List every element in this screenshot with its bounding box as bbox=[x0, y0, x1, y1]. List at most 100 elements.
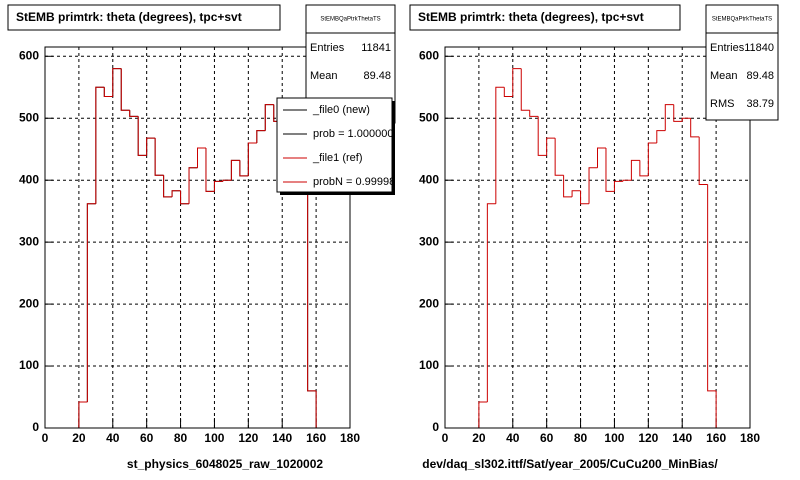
title-box bbox=[7, 4, 281, 31]
y-tick-label: 0 bbox=[32, 420, 39, 434]
plot-frame bbox=[444, 46, 751, 429]
legend-label: _file0 (new) bbox=[312, 104, 370, 116]
stats-label: Entries bbox=[710, 42, 745, 54]
y-tick-label: 600 bbox=[419, 48, 439, 62]
histogram-bin bbox=[605, 147, 615, 192]
title-box bbox=[409, 4, 681, 31]
y-tick-label: 300 bbox=[419, 234, 439, 248]
x-tick-label: 180 bbox=[740, 431, 760, 445]
x-tick-label: 40 bbox=[506, 431, 520, 445]
histogram-bin bbox=[664, 104, 674, 131]
y-tick-label: 500 bbox=[19, 110, 39, 124]
x-tick-label: 120 bbox=[238, 431, 258, 445]
y-tick-label: 100 bbox=[19, 358, 39, 372]
legend-label: prob = 1.000000 bbox=[313, 128, 393, 140]
histogram-bin bbox=[673, 104, 683, 122]
histogram-bin bbox=[78, 401, 88, 428]
legend-label: probN = 0.99998 bbox=[313, 176, 395, 188]
histogram-bin bbox=[597, 147, 606, 168]
x-tick-label: 20 bbox=[472, 431, 486, 445]
histogram-bin bbox=[137, 116, 147, 156]
plot-frame-border bbox=[44, 46, 351, 429]
histogram-bin bbox=[588, 167, 598, 204]
histogram-bin bbox=[529, 110, 539, 117]
x-tick-label: 120 bbox=[638, 431, 658, 445]
stats-box bbox=[705, 4, 779, 121]
x-tick-label: 60 bbox=[540, 431, 554, 445]
histogram-bin bbox=[188, 167, 198, 204]
histogram-bin bbox=[707, 184, 717, 392]
stats-title: StEMBQaPtrkThetaTS bbox=[320, 17, 380, 23]
histogram-bin bbox=[180, 190, 190, 205]
x-tick-label: 100 bbox=[604, 431, 624, 445]
histogram-bin bbox=[580, 190, 590, 205]
x-tick-label: 160 bbox=[306, 431, 326, 445]
histogram-bin bbox=[478, 401, 488, 428]
histogram-bin bbox=[520, 68, 530, 111]
x-tick-label: 140 bbox=[672, 431, 692, 445]
histogram-bin bbox=[154, 138, 164, 176]
x-tick-label: 140 bbox=[272, 431, 292, 445]
histogram-bin bbox=[639, 160, 649, 177]
histogram-bin bbox=[213, 180, 223, 192]
histogram-bin bbox=[690, 118, 700, 138]
histogram-bin bbox=[230, 159, 240, 181]
histogram-bin bbox=[146, 137, 156, 156]
histogram-bin bbox=[307, 184, 317, 392]
x-tick-label: 100 bbox=[204, 431, 224, 445]
x-axis-label: st_physics_6048025_raw_1020002 bbox=[127, 457, 323, 471]
histogram-bin bbox=[546, 137, 556, 156]
histogram-bin bbox=[256, 130, 266, 144]
histogram-bin bbox=[495, 86, 505, 204]
histogram-bin bbox=[554, 138, 564, 176]
histogram-bin bbox=[630, 159, 640, 181]
histogram-bin bbox=[647, 142, 657, 176]
histogram-bin bbox=[95, 86, 105, 204]
histogram-bin bbox=[486, 203, 496, 402]
stats-title: StEMBQaPtrkThetaTS bbox=[712, 17, 772, 23]
legend-box bbox=[276, 97, 393, 193]
x-tick-label: 0 bbox=[442, 431, 449, 445]
histogram-bin bbox=[205, 147, 215, 192]
stats-label: Mean bbox=[310, 70, 338, 82]
stats-label: RMS bbox=[710, 98, 734, 110]
x-tick-label: 20 bbox=[72, 431, 86, 445]
x-tick-label: 60 bbox=[140, 431, 154, 445]
histogram-bin bbox=[222, 179, 232, 182]
histogram-bin bbox=[613, 180, 623, 192]
x-tick-label: 180 bbox=[340, 431, 360, 445]
histogram-bin bbox=[563, 175, 573, 198]
histogram-bin bbox=[622, 179, 632, 182]
histogram-bin bbox=[239, 160, 249, 177]
histogram-bin bbox=[537, 116, 547, 156]
stats-value: 89.48 bbox=[363, 70, 391, 82]
x-tick-label: 80 bbox=[574, 431, 588, 445]
chart-title: StEMB primtrk: theta (degrees), tpc+svt bbox=[418, 10, 644, 24]
histogram-bin bbox=[197, 147, 206, 168]
histogram-bin bbox=[171, 190, 181, 197]
stats-value: 38.79 bbox=[746, 98, 774, 110]
stats-value: 11840 bbox=[744, 42, 774, 54]
x-axis-label: dev/daq_sl302.ittf/Sat/year_2005/CuCu200… bbox=[422, 457, 718, 471]
x-tick-label: 0 bbox=[42, 431, 49, 445]
y-tick-label: 200 bbox=[419, 296, 439, 310]
plot-frame-border bbox=[444, 46, 751, 429]
y-tick-label: 200 bbox=[19, 296, 39, 310]
y-tick-label: 0 bbox=[432, 420, 439, 434]
y-tick-label: 300 bbox=[19, 234, 39, 248]
x-tick-label: 160 bbox=[706, 431, 726, 445]
histogram-bin bbox=[163, 175, 173, 198]
legend-label: _file1 (ref) bbox=[312, 152, 363, 164]
histogram-bin bbox=[656, 130, 666, 144]
histogram-bin bbox=[503, 87, 513, 98]
histogram-bin bbox=[86, 203, 96, 402]
histogram-bin bbox=[129, 110, 139, 117]
stats-label: Mean bbox=[710, 70, 738, 82]
y-tick-label: 500 bbox=[419, 110, 439, 124]
stats-value: 11841 bbox=[361, 42, 391, 54]
stats-value: 89.48 bbox=[746, 70, 774, 82]
histogram-bin bbox=[112, 68, 122, 97]
histogram-bin bbox=[698, 136, 708, 186]
histogram-bin bbox=[247, 142, 257, 176]
